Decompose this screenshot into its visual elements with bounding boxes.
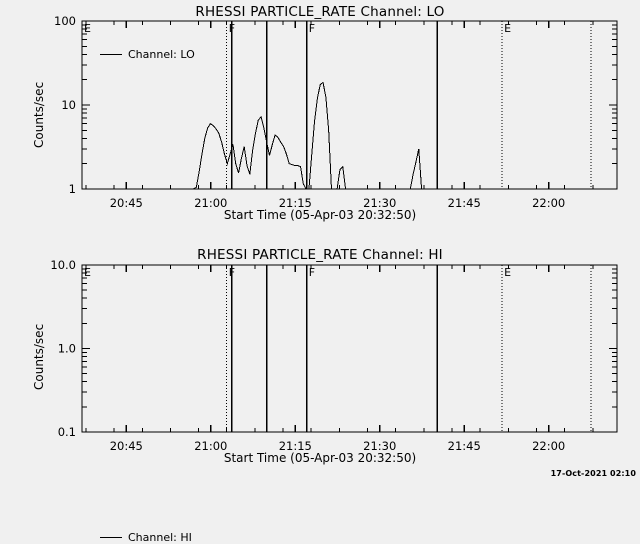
- panel-hi-ylabel: Counts/sec: [32, 323, 46, 390]
- legend-label-lo: Channel: LO: [128, 48, 195, 61]
- event-marker-label-F-4: F: [309, 266, 315, 279]
- y-axis-ticks: 0.1 1.0 10.0: [50, 258, 617, 439]
- x-tick-label-1: 21:00: [194, 439, 227, 453]
- panel-hi-legend: Channel: HI: [100, 531, 192, 544]
- plot-background: [82, 21, 617, 189]
- x-tick-label-0: 20:45: [110, 196, 143, 210]
- x-axis-ticks: 20:45 21:00 21:15 21:30 21:45 22:00: [85, 21, 594, 210]
- y-tick-label-0: 1: [69, 182, 76, 196]
- x-tick-label-4: 21:45: [448, 439, 481, 453]
- plot-panel-hi: RHESSI PARTICLE_RATE Channel: HI EFFE20:…: [0, 240, 640, 544]
- legend-line-swatch: [100, 53, 122, 55]
- x-tick-label-3: 21:30: [363, 196, 396, 210]
- x-tick-label-4: 21:45: [448, 196, 481, 210]
- panel-hi-plot-area: EFFE20:4521:0021:1521:3021:4522:000.11.0…: [50, 258, 618, 453]
- data-series-0: [193, 81, 423, 190]
- event-marker-group: EFFE: [81, 265, 592, 432]
- x-tick-label-2: 21:15: [279, 439, 312, 453]
- panel-lo-ylabel: Counts/sec: [32, 81, 46, 148]
- panel-lo-legend: Channel: LO: [100, 48, 195, 61]
- panel-hi-xlabel: Start Time (05-Apr-03 20:32:50): [223, 451, 417, 465]
- event-marker-label-E-0: E: [84, 22, 91, 35]
- event-marker-label-E-0: E: [84, 266, 91, 279]
- x-tick-label-5: 22:00: [532, 439, 565, 453]
- y-tick-label-1: 1.0: [58, 342, 76, 356]
- x-tick-label-5: 22:00: [532, 196, 565, 210]
- y-tick-label-2: 10.0: [50, 258, 76, 272]
- x-tick-label-2: 21:15: [279, 196, 312, 210]
- x-tick-label-3: 21:30: [363, 439, 396, 453]
- y-tick-label-1: 10: [61, 98, 76, 112]
- x-tick-label-0: 20:45: [110, 439, 143, 453]
- plot-panel-lo: RHESSI PARTICLE_RATE Channel: LO EFFE20:…: [0, 0, 640, 240]
- legend-line-swatch: [100, 536, 122, 538]
- plot-background: [82, 265, 617, 432]
- x-tick-label-1: 21:00: [194, 196, 227, 210]
- legend-label-hi: Channel: HI: [128, 531, 192, 544]
- event-marker-label-F-4: F: [309, 22, 315, 35]
- event-marker-label-E-6: E: [504, 266, 511, 279]
- y-tick-label-0: 0.1: [58, 425, 76, 439]
- event-marker-label-E-6: E: [504, 22, 511, 35]
- y-tick-label-2: 100: [54, 14, 76, 28]
- panel-lo-xlabel: Start Time (05-Apr-03 20:32:50): [223, 208, 417, 222]
- render-timestamp: 17-Oct-2021 02:10: [550, 469, 636, 478]
- y-axis-ticks: 1 10 100: [54, 14, 617, 196]
- panel-hi-title: RHESSI PARTICLE_RATE Channel: HI: [197, 247, 443, 263]
- x-axis-ticks: 20:45 21:00 21:15 21:30 21:45 22:00: [85, 265, 594, 453]
- panel-lo-title: RHESSI PARTICLE_RATE Channel: LO: [195, 4, 445, 20]
